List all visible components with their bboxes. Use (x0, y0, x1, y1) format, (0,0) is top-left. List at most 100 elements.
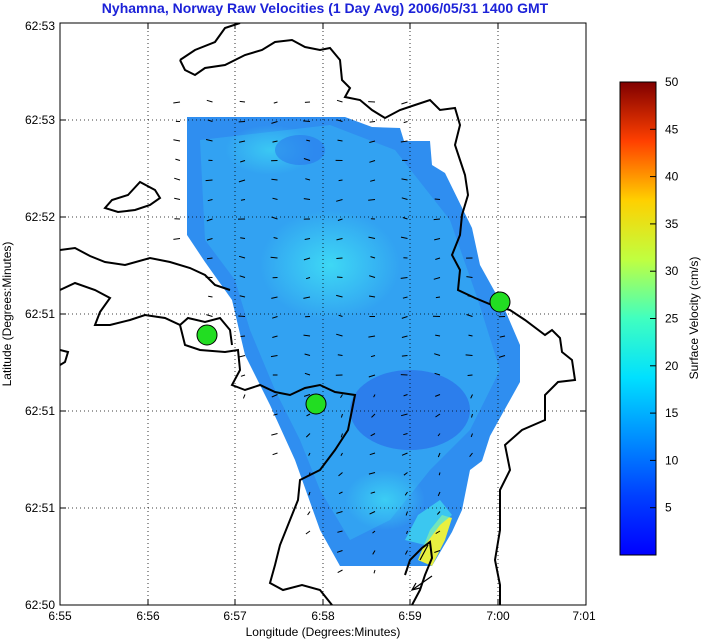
y-tick-label: 62:51 (25, 307, 55, 321)
radar-site-south-marker (305, 393, 327, 415)
velocity-vector (401, 316, 408, 319)
velocity-vector (173, 139, 181, 142)
velocity-vector (336, 119, 343, 122)
velocity-vector (401, 197, 408, 200)
velocity-vector (370, 256, 376, 259)
velocity-vector (433, 277, 441, 280)
velocity-vector (370, 355, 376, 358)
field-high-zone-center (260, 210, 400, 320)
velocity-vector (173, 101, 181, 104)
velocity-vector (338, 179, 343, 182)
velocity-vector (340, 394, 343, 399)
colorbar-tick-label: 50 (665, 75, 679, 89)
coastline (60, 23, 577, 605)
velocity-vector (340, 433, 343, 438)
velocity-vector (336, 238, 343, 241)
velocity-vector (337, 569, 343, 574)
field-low-zone (350, 370, 470, 450)
velocity-vector (499, 335, 506, 338)
velocity-vector (305, 178, 311, 181)
velocity-vector (337, 139, 343, 142)
y-tick-label: 62:53 (25, 19, 55, 33)
velocity-vector (303, 334, 311, 337)
velocity-vector (434, 353, 441, 356)
colorbar-tick-label: 10 (665, 453, 679, 467)
velocity-vector (306, 139, 311, 142)
velocity-vector (338, 314, 343, 317)
velocity-vector (303, 198, 311, 200)
grid (60, 23, 586, 605)
velocity-vector (307, 511, 311, 516)
velocity-vector (336, 99, 343, 103)
velocity-vector (240, 335, 246, 337)
velocity-vector (434, 238, 441, 241)
velocity-vector (303, 120, 311, 122)
velocity-vector (340, 413, 343, 418)
velocity-vector (306, 413, 311, 417)
velocity-vector (271, 121, 278, 124)
velocity-vector (173, 238, 181, 240)
velocity-vector (437, 491, 441, 497)
velocity-vector (468, 334, 473, 337)
x-tick-label: 6:55 (48, 609, 72, 623)
field-high-speed-streak (418, 515, 452, 566)
velocity-vector (206, 99, 213, 103)
velocity-vector (206, 314, 213, 317)
velocity-vector (369, 275, 376, 278)
velocity-vector (435, 257, 441, 260)
velocity-vector (238, 315, 246, 317)
radar-site-west-marker (196, 324, 218, 346)
velocity-vector (336, 511, 343, 514)
colorbar-tick-label: 45 (665, 122, 679, 136)
velocity-vector (303, 296, 311, 299)
velocity-vector (369, 511, 376, 515)
velocity-vector (239, 295, 246, 298)
velocity-vector (240, 237, 246, 239)
velocity-vector (405, 511, 408, 516)
velocity-vector (403, 433, 408, 436)
y-tick-labels: 62:50 62:51 62:51 62:51 62:52 62:53 62:5… (25, 19, 55, 612)
velocity-vector (433, 218, 441, 221)
velocity-vector (238, 355, 246, 358)
velocity-vector (304, 238, 311, 240)
field-high-zone-south (345, 470, 425, 530)
velocity-vector (402, 296, 408, 299)
velocity-vector (337, 218, 343, 221)
velocity-vector (369, 160, 376, 163)
y-axis-label: Latitude (Degrees:Minutes) (0, 242, 14, 387)
velocity-vector (206, 238, 213, 241)
vector-large (410, 544, 433, 591)
velocity-vector (205, 179, 213, 182)
velocity-vector (401, 335, 408, 338)
velocity-vector (206, 257, 213, 260)
velocity-vector (271, 296, 278, 299)
velocity-vector (239, 275, 246, 278)
velocity-vector (368, 374, 376, 378)
y-tick-marks (60, 119, 586, 509)
colorbar-tick-label: 30 (665, 264, 679, 278)
velocity-vector (373, 569, 376, 574)
velocity-vector (175, 158, 181, 161)
velocity-vector (305, 277, 311, 280)
velocity-vector (340, 452, 343, 456)
velocity-vector (272, 452, 278, 456)
velocity-vector (401, 178, 408, 181)
velocity-vector (369, 121, 376, 123)
colorbar-tick-label: 5 (665, 501, 672, 515)
velocity-vector (404, 569, 408, 573)
velocity-vector (272, 140, 278, 143)
x-axis-label: Longitude (Degrees:Minutes) (246, 625, 401, 639)
velocity-vector (338, 491, 343, 495)
y-tick-label: 62:51 (25, 501, 55, 515)
velocity-vector (437, 433, 441, 437)
velocity-vector (272, 335, 278, 338)
velocity-vector (271, 178, 278, 181)
velocity-vector (403, 121, 408, 124)
colorbar-tick-label: 35 (665, 217, 679, 231)
velocity-vector (368, 335, 376, 338)
velocity-vector (336, 550, 343, 553)
velocity-vector (373, 394, 376, 398)
velocity-vector (469, 452, 473, 458)
velocity-vector (434, 198, 441, 200)
velocity-vector (435, 296, 441, 299)
